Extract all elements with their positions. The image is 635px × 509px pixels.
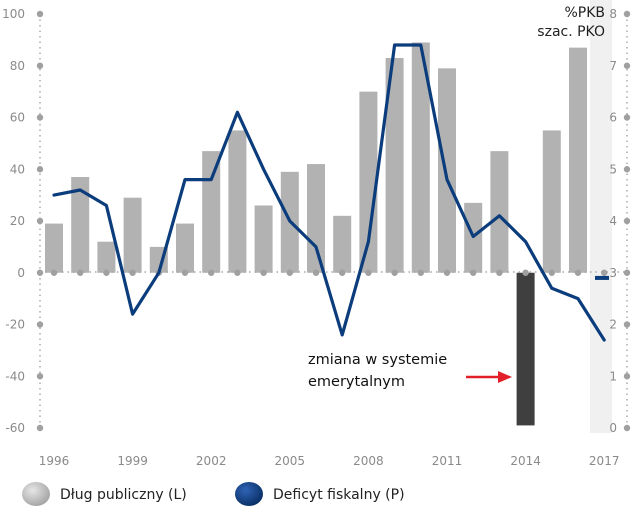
x-axis-tick-label: 2017 (589, 454, 620, 468)
zero-line-dot (312, 269, 320, 276)
right-axis-tick-dot (623, 424, 631, 432)
zero-line-dot (417, 269, 424, 276)
zero-line-dot (208, 269, 215, 276)
zero-line-dot (522, 269, 529, 276)
zero-line-dot (470, 269, 477, 276)
debt-bar (45, 223, 63, 273)
zero-line-dot (50, 269, 58, 276)
legend: Dług publiczny (L) Deficyt fiskalny (P) (22, 482, 405, 506)
legend-marker-deficit (235, 482, 263, 506)
left-axis-tick-label: 0 (17, 266, 25, 280)
x-axis-tick-label: 2011 (432, 454, 463, 468)
left-axis-tick-label: 40 (10, 162, 25, 176)
left-axis-tick-dot (36, 217, 44, 225)
left-axis-tick-label: 60 (10, 111, 25, 125)
right-axis-tick-label: 1 (609, 369, 617, 383)
zero-line-dot (234, 269, 241, 276)
debt-bar (359, 91, 378, 273)
left-axis-tick-dot (36, 10, 44, 18)
zero-line-dot (548, 269, 555, 276)
zero-line-dot (574, 269, 582, 276)
zero-line-dot (496, 269, 503, 276)
debt-bar (254, 205, 273, 273)
x-axis-tick-label: 1996 (39, 454, 70, 468)
zero-line-dot (601, 269, 608, 276)
unit-label-line1: %PKB (564, 5, 605, 21)
debt-bar (385, 57, 404, 273)
left-axis-tick-dot (36, 166, 44, 173)
debt-bar (97, 241, 116, 273)
right-axis-tick-dot (623, 217, 631, 225)
legend-label-debt: Dług publiczny (L) (60, 487, 187, 503)
left-axis-tick-label: 20 (10, 214, 25, 228)
right-axis-tick-dot (623, 269, 631, 276)
right-axis-tick-label: 4 (609, 214, 617, 228)
right-axis-tick-label: 2 (609, 318, 617, 332)
annotation-arrowhead (498, 371, 512, 383)
left-axis-tick-label: -60 (5, 421, 25, 435)
left-axis-tick-label: -20 (5, 318, 25, 332)
debt-bar (569, 47, 587, 273)
debt-bar (202, 151, 221, 273)
zero-line-dot (286, 269, 293, 276)
debt-bar (228, 130, 247, 273)
zero-line-dot (129, 269, 136, 276)
left-axis-tick-dot (36, 114, 44, 121)
right-axis-tick-label: 5 (609, 162, 617, 176)
right-axis-tick-label: 7 (609, 59, 617, 73)
right-axis-tick-dot (623, 10, 631, 18)
right-axis-tick-dot (623, 321, 631, 328)
zero-line-dot (181, 269, 189, 276)
debt-bar (542, 130, 561, 273)
right-axis-tick-dot (623, 62, 631, 69)
annotation-line2: emerytalnym (308, 374, 405, 390)
unit-label-line2: szac. PKO (537, 24, 605, 40)
x-axis-tick-label: 1999 (117, 454, 148, 468)
x-axis-tick-label: 2014 (510, 454, 541, 468)
debt-bar (333, 215, 352, 273)
left-axis-tick-label: -40 (5, 369, 25, 383)
legend-marker-debt (22, 482, 50, 506)
zero-line-dot (339, 269, 346, 276)
debt-bar (411, 42, 430, 273)
zero-line-dot (391, 269, 398, 276)
debt-bar (71, 177, 90, 273)
legend-label-deficit: Deficyt fiskalny (P) (273, 487, 405, 503)
x-axis-tick-label: 2005 (275, 454, 306, 468)
zero-line-dot (443, 269, 451, 276)
right-axis-tick-label: 8 (609, 7, 617, 21)
left-axis-tick-dot (36, 373, 44, 380)
left-axis-tick-label: 80 (10, 59, 25, 73)
debt-bar (176, 223, 194, 273)
left-axis-tick-dot (36, 321, 44, 328)
x-axis-tick-label: 2008 (353, 454, 384, 468)
debt-bar-pension-reform (516, 272, 535, 426)
right-axis-tick-label: 6 (609, 111, 617, 125)
right-axis-tick-label: 0 (609, 421, 617, 435)
zero-line-dot (260, 269, 267, 276)
zero-line-dot (103, 269, 110, 276)
left-axis-tick-dot (36, 424, 44, 432)
right-axis-tick-dot (623, 166, 631, 173)
left-axis-tick-dot (36, 62, 44, 69)
annotation-line1: zmiana w systemie (308, 352, 447, 368)
right-axis-tick-dot (623, 373, 631, 380)
left-axis-tick-label: 100 (2, 7, 25, 21)
deficit-line (52, 43, 606, 342)
zero-line-dot (77, 269, 84, 276)
debt-bar (490, 151, 509, 273)
right-axis-tick-dot (623, 114, 631, 121)
x-axis-tick-label: 2002 (196, 454, 227, 468)
debt-bar (123, 197, 142, 273)
debt-bar (307, 164, 325, 273)
zero-line-dot (365, 269, 372, 276)
debt-bar (438, 68, 456, 273)
